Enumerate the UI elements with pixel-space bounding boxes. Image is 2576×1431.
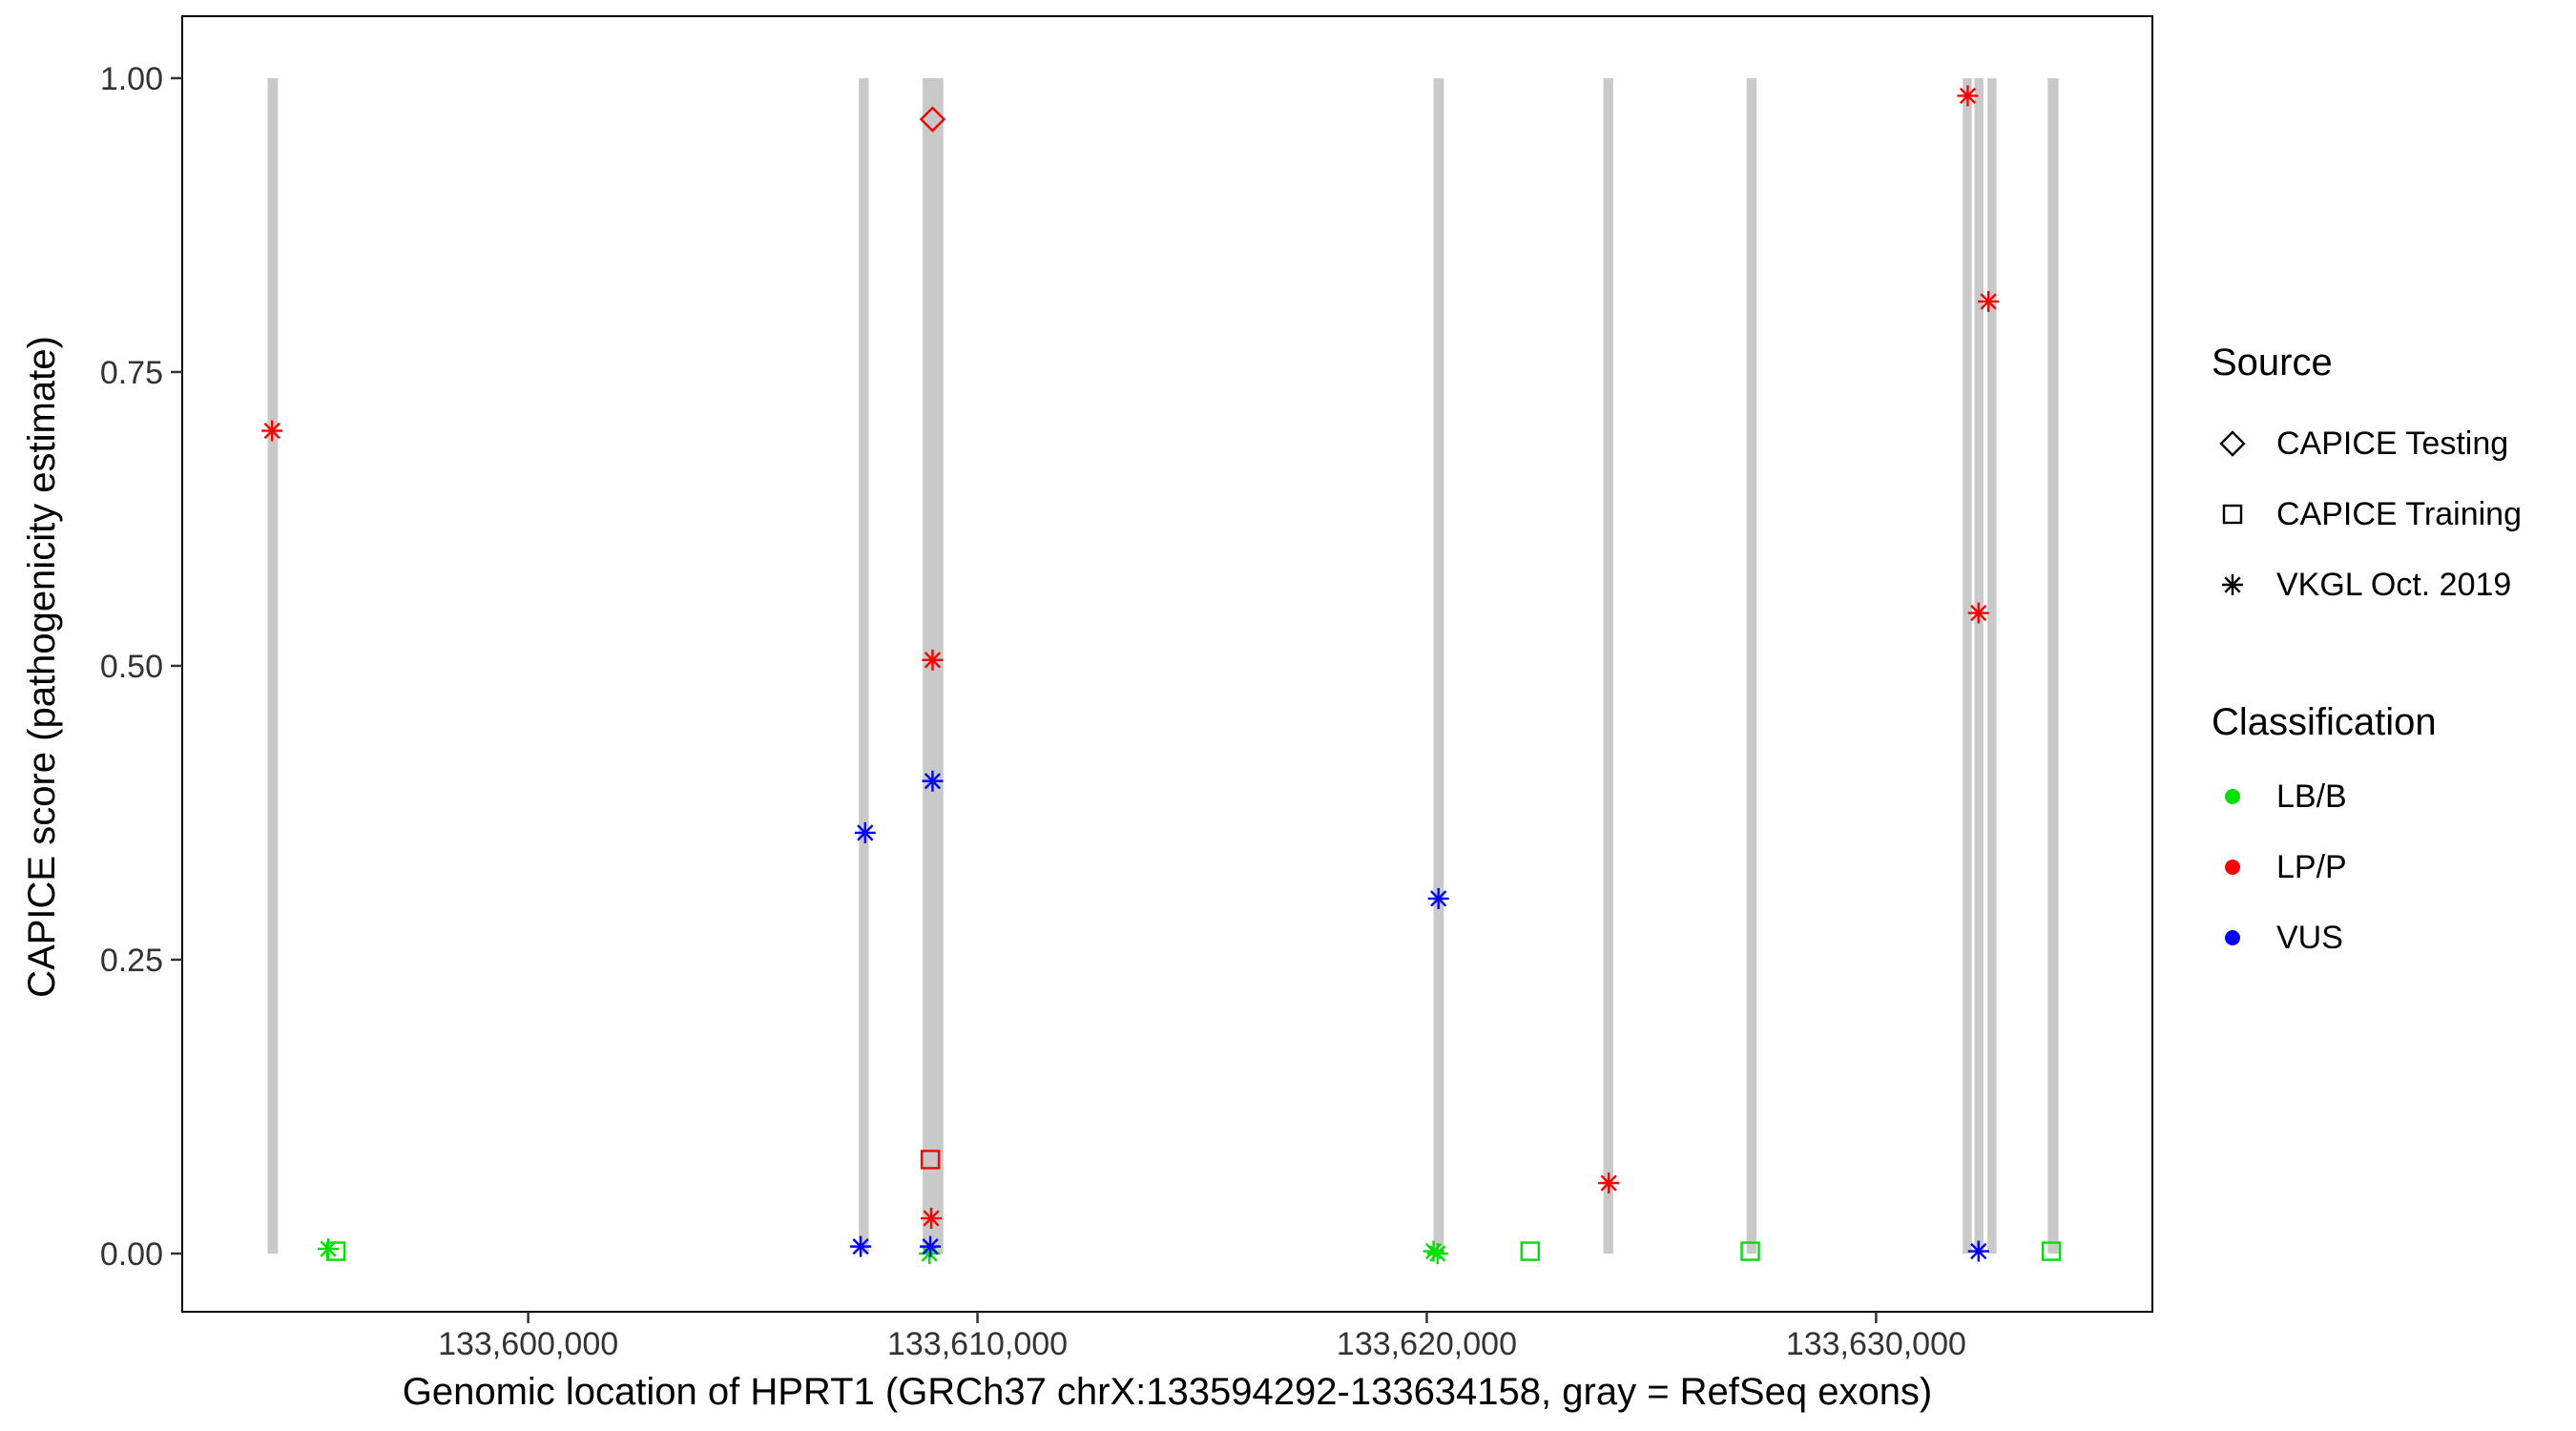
circle-filled-marker	[2225, 930, 2240, 945]
legend-item-label: LB/B	[2276, 778, 2347, 815]
asterisk-marker	[1598, 1172, 1620, 1194]
legend-classification-title: Classification	[2212, 701, 2437, 743]
legend-item-label: VKGL Oct. 2019	[2276, 566, 2512, 603]
x-axis-title: Genomic location of HPRT1 (GRCh37 chrX:1…	[402, 1371, 1933, 1413]
asterisk-marker	[1426, 1243, 1448, 1265]
circle-filled-marker	[2225, 789, 2240, 804]
asterisk-icon	[2222, 574, 2243, 595]
square-open-marker	[920, 1150, 941, 1170]
asterisk-marker	[1978, 291, 2000, 313]
asterisk-marker	[850, 1235, 872, 1257]
legend-item-label: VUS	[2276, 919, 2343, 956]
legend-item-label: CAPICE Testing	[2276, 425, 2509, 462]
legend-item-capice-training: CAPICE Training	[2212, 479, 2522, 550]
asterisk-marker	[922, 770, 944, 792]
blue-dot-icon	[2225, 930, 2240, 945]
exon-bar	[1746, 77, 1757, 1255]
square-open-marker	[2041, 1241, 2062, 1261]
panel-border	[181, 15, 2153, 1313]
asterisk-marker	[1967, 1240, 1989, 1262]
exon-bar	[2047, 77, 2059, 1255]
y-tick-label: 0.75	[100, 355, 163, 391]
green-dot-icon	[2225, 789, 2240, 804]
circle-filled-marker	[2225, 860, 2240, 875]
square-open-marker	[325, 1241, 346, 1261]
asterisk-marker	[921, 1208, 943, 1230]
asterisk-marker	[920, 1235, 942, 1257]
x-tick-label: 133,610,000	[887, 1326, 1068, 1362]
y-tick-label: 0.50	[100, 649, 163, 685]
exon-bar	[859, 77, 869, 1255]
square-open-marker	[1740, 1241, 1760, 1261]
square-open-marker	[1520, 1241, 1540, 1261]
diamond-open-marker	[919, 106, 946, 133]
square-open-icon	[2222, 504, 2243, 525]
x-tick-label: 133,600,000	[438, 1326, 618, 1362]
y-tick-label: 0.25	[100, 943, 163, 979]
legend-source-title: Source	[2212, 342, 2333, 384]
legend-item-label: LP/P	[2276, 848, 2347, 885]
exon-bar	[1963, 77, 1972, 1255]
asterisk-marker	[1427, 887, 1449, 909]
diamond-open-marker	[2219, 430, 2246, 457]
legend-item-vus: VUS	[2212, 902, 2522, 973]
x-tick-label: 133,630,000	[1786, 1326, 1966, 1362]
legend-item-capice-testing: CAPICE Testing	[2212, 408, 2522, 479]
asterisk-marker	[854, 821, 876, 843]
exon-bar	[1974, 77, 1984, 1255]
asterisk-marker	[261, 420, 283, 442]
exon-bar	[1603, 77, 1613, 1255]
y-tick-label: 1.00	[100, 61, 163, 97]
asterisk-marker	[2222, 574, 2243, 595]
legend-item-lpp: LP/P	[2212, 832, 2522, 902]
exon-bar	[267, 77, 279, 1255]
exon-bar	[1987, 77, 1997, 1255]
red-dot-icon	[2225, 860, 2240, 875]
legend-item-label: CAPICE Training	[2276, 495, 2522, 532]
square-open-marker	[2222, 504, 2243, 525]
asterisk-marker	[1967, 602, 1989, 624]
legend: Source CAPICE Testing CAPICE Training VK…	[2212, 342, 2522, 973]
x-tick-label: 133,620,000	[1337, 1326, 1517, 1362]
exon-bar	[1433, 77, 1444, 1255]
diamond-open-icon	[2219, 430, 2246, 457]
legend-item-vkgl: VKGL Oct. 2019	[2212, 550, 2522, 620]
y-tick-label: 0.00	[100, 1236, 163, 1273]
asterisk-marker	[1957, 85, 1979, 107]
legend-item-lbb: LB/B	[2212, 761, 2522, 832]
asterisk-marker	[922, 649, 944, 671]
y-axis-title: CAPICE score (pathogenicity estimate)	[21, 336, 63, 998]
